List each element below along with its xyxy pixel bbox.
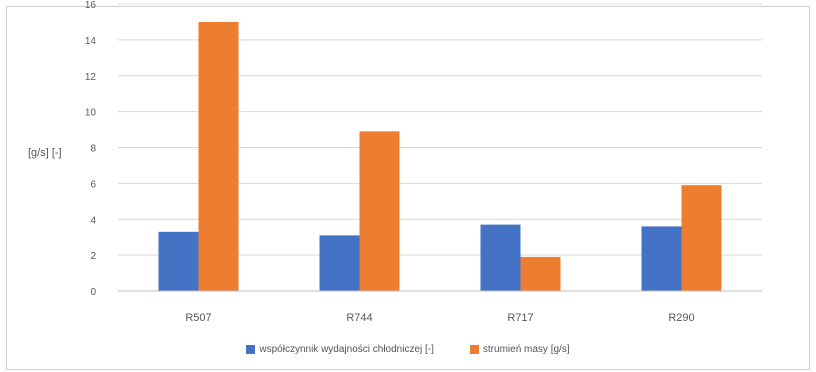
x-tick-label-r744: R744 — [346, 312, 372, 324]
bar-r507-series-2 — [198, 21, 239, 291]
y-tick-label-6: 12 — [85, 72, 97, 83]
bar-r507-series-1 — [158, 231, 199, 291]
y-tick-label-4: 8 — [90, 144, 96, 155]
bar-r744-series-2 — [359, 131, 400, 291]
x-tick-label-r717: R717 — [507, 312, 533, 324]
legend-label-series-2: strumień masy [g/s] — [482, 344, 570, 355]
chart-frame — [6, 6, 810, 370]
bar-r290-series-2 — [681, 185, 722, 291]
legend-swatch-series-2 — [469, 345, 479, 354]
legend: współczynnik wydajności chłodniczej [-] … — [0, 344, 816, 355]
y-tick-label-5: 10 — [85, 108, 97, 119]
x-tick-label-r507: R507 — [185, 312, 211, 324]
y-tick-label-7: 14 — [85, 36, 97, 47]
y-tick-label-2: 4 — [90, 215, 96, 226]
y-tick-label-3: 6 — [90, 179, 96, 190]
y-tick-label-0: 0 — [90, 287, 96, 298]
y-tick-label-1: 2 — [90, 251, 96, 262]
y-tick-label-8: 16 — [85, 0, 97, 11]
legend-item-series-2: strumień masy [g/s] — [469, 344, 570, 355]
bar-r717-series-2 — [520, 256, 561, 291]
bar-r290-series-1 — [641, 226, 682, 291]
y-axis-label: [g/s] [-] — [28, 147, 62, 159]
legend-swatch-series-1 — [246, 345, 256, 354]
legend-item-series-1: współczynnik wydajności chłodniczej [-] — [246, 344, 434, 355]
x-tick-label-r290: R290 — [668, 312, 694, 324]
bar-r744-series-1 — [319, 235, 360, 291]
bar-r717-series-1 — [480, 224, 521, 291]
legend-label-series-1: współczynnik wydajności chłodniczej [-] — [259, 344, 434, 355]
